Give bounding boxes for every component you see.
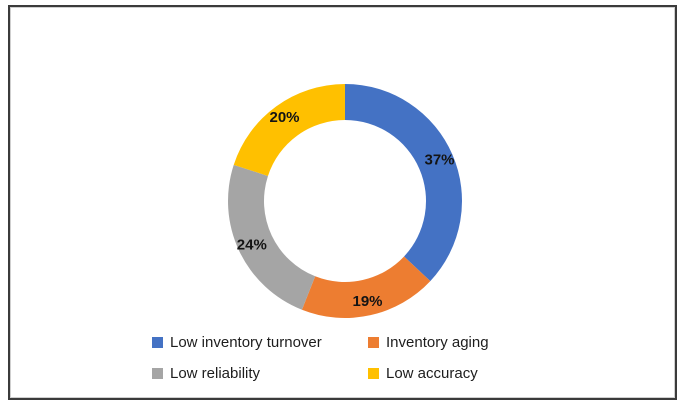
data-label: 20%: [269, 109, 299, 126]
legend-label: Low reliability: [170, 364, 261, 382]
data-label: 24%: [237, 236, 267, 253]
legend-label: Inventory aging: [386, 333, 489, 351]
legend-item-low-accuracy: Low accuracy: [368, 363, 489, 383]
donut-segment-low-inventory-turnover: [345, 84, 462, 282]
legend-label: Low accuracy: [386, 364, 478, 382]
legend-item-inventory-aging: Inventory aging: [368, 332, 489, 352]
legend-item-low-reliability: Low reliability: [152, 363, 368, 383]
legend-item-low-inventory-turnover: Low inventory turnover: [152, 332, 368, 352]
legend-swatch-icon: [152, 336, 163, 348]
donut-segment-low-reliability: [228, 164, 316, 310]
donut-segment-inventory-aging: [301, 256, 431, 318]
data-label: 37%: [424, 152, 454, 169]
chart-frame-border: [8, 5, 677, 400]
data-label: 19%: [352, 293, 382, 310]
chart-legend: Low inventory turnover Inventory aging L…: [152, 332, 489, 383]
legend-label: Low inventory turnover: [170, 333, 322, 351]
legend-swatch-icon: [368, 367, 379, 379]
donut-segment-low-accuracy: [233, 84, 345, 176]
legend-swatch-icon: [152, 367, 163, 379]
legend-swatch-icon: [368, 336, 379, 348]
